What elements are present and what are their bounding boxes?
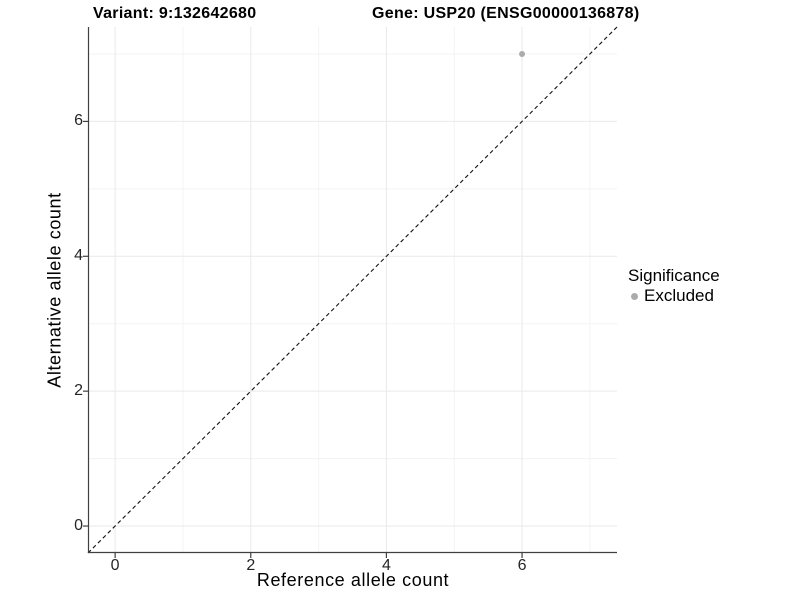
gene-title: Gene: USP20 (ENSG00000136878) bbox=[372, 5, 640, 22]
legend-item-label: Excluded bbox=[644, 286, 714, 305]
x-tick-label: 0 bbox=[110, 557, 120, 574]
x-tick-label: 4 bbox=[381, 557, 391, 574]
legend-point-icon bbox=[631, 292, 638, 300]
legend-item-excluded: Excluded bbox=[628, 286, 720, 306]
y-tick-label: 4 bbox=[74, 247, 83, 265]
plot-canvas bbox=[83, 26, 618, 558]
x-tick-label: 2 bbox=[246, 557, 256, 574]
y-tick-label: 6 bbox=[74, 112, 83, 130]
legend-title: Significance bbox=[628, 266, 720, 285]
x-tick-label: 6 bbox=[517, 557, 527, 574]
y-tick-label: 0 bbox=[74, 517, 83, 535]
legend: Significance Excluded bbox=[628, 265, 720, 306]
x-axis-title: Reference allele count bbox=[256, 570, 450, 590]
plot-panel bbox=[83, 26, 618, 558]
y-axis-title: Alternative allele count bbox=[44, 192, 65, 388]
variant-title: Variant: 9:132642680 bbox=[93, 5, 257, 22]
y-tick-label: 2 bbox=[74, 382, 83, 400]
